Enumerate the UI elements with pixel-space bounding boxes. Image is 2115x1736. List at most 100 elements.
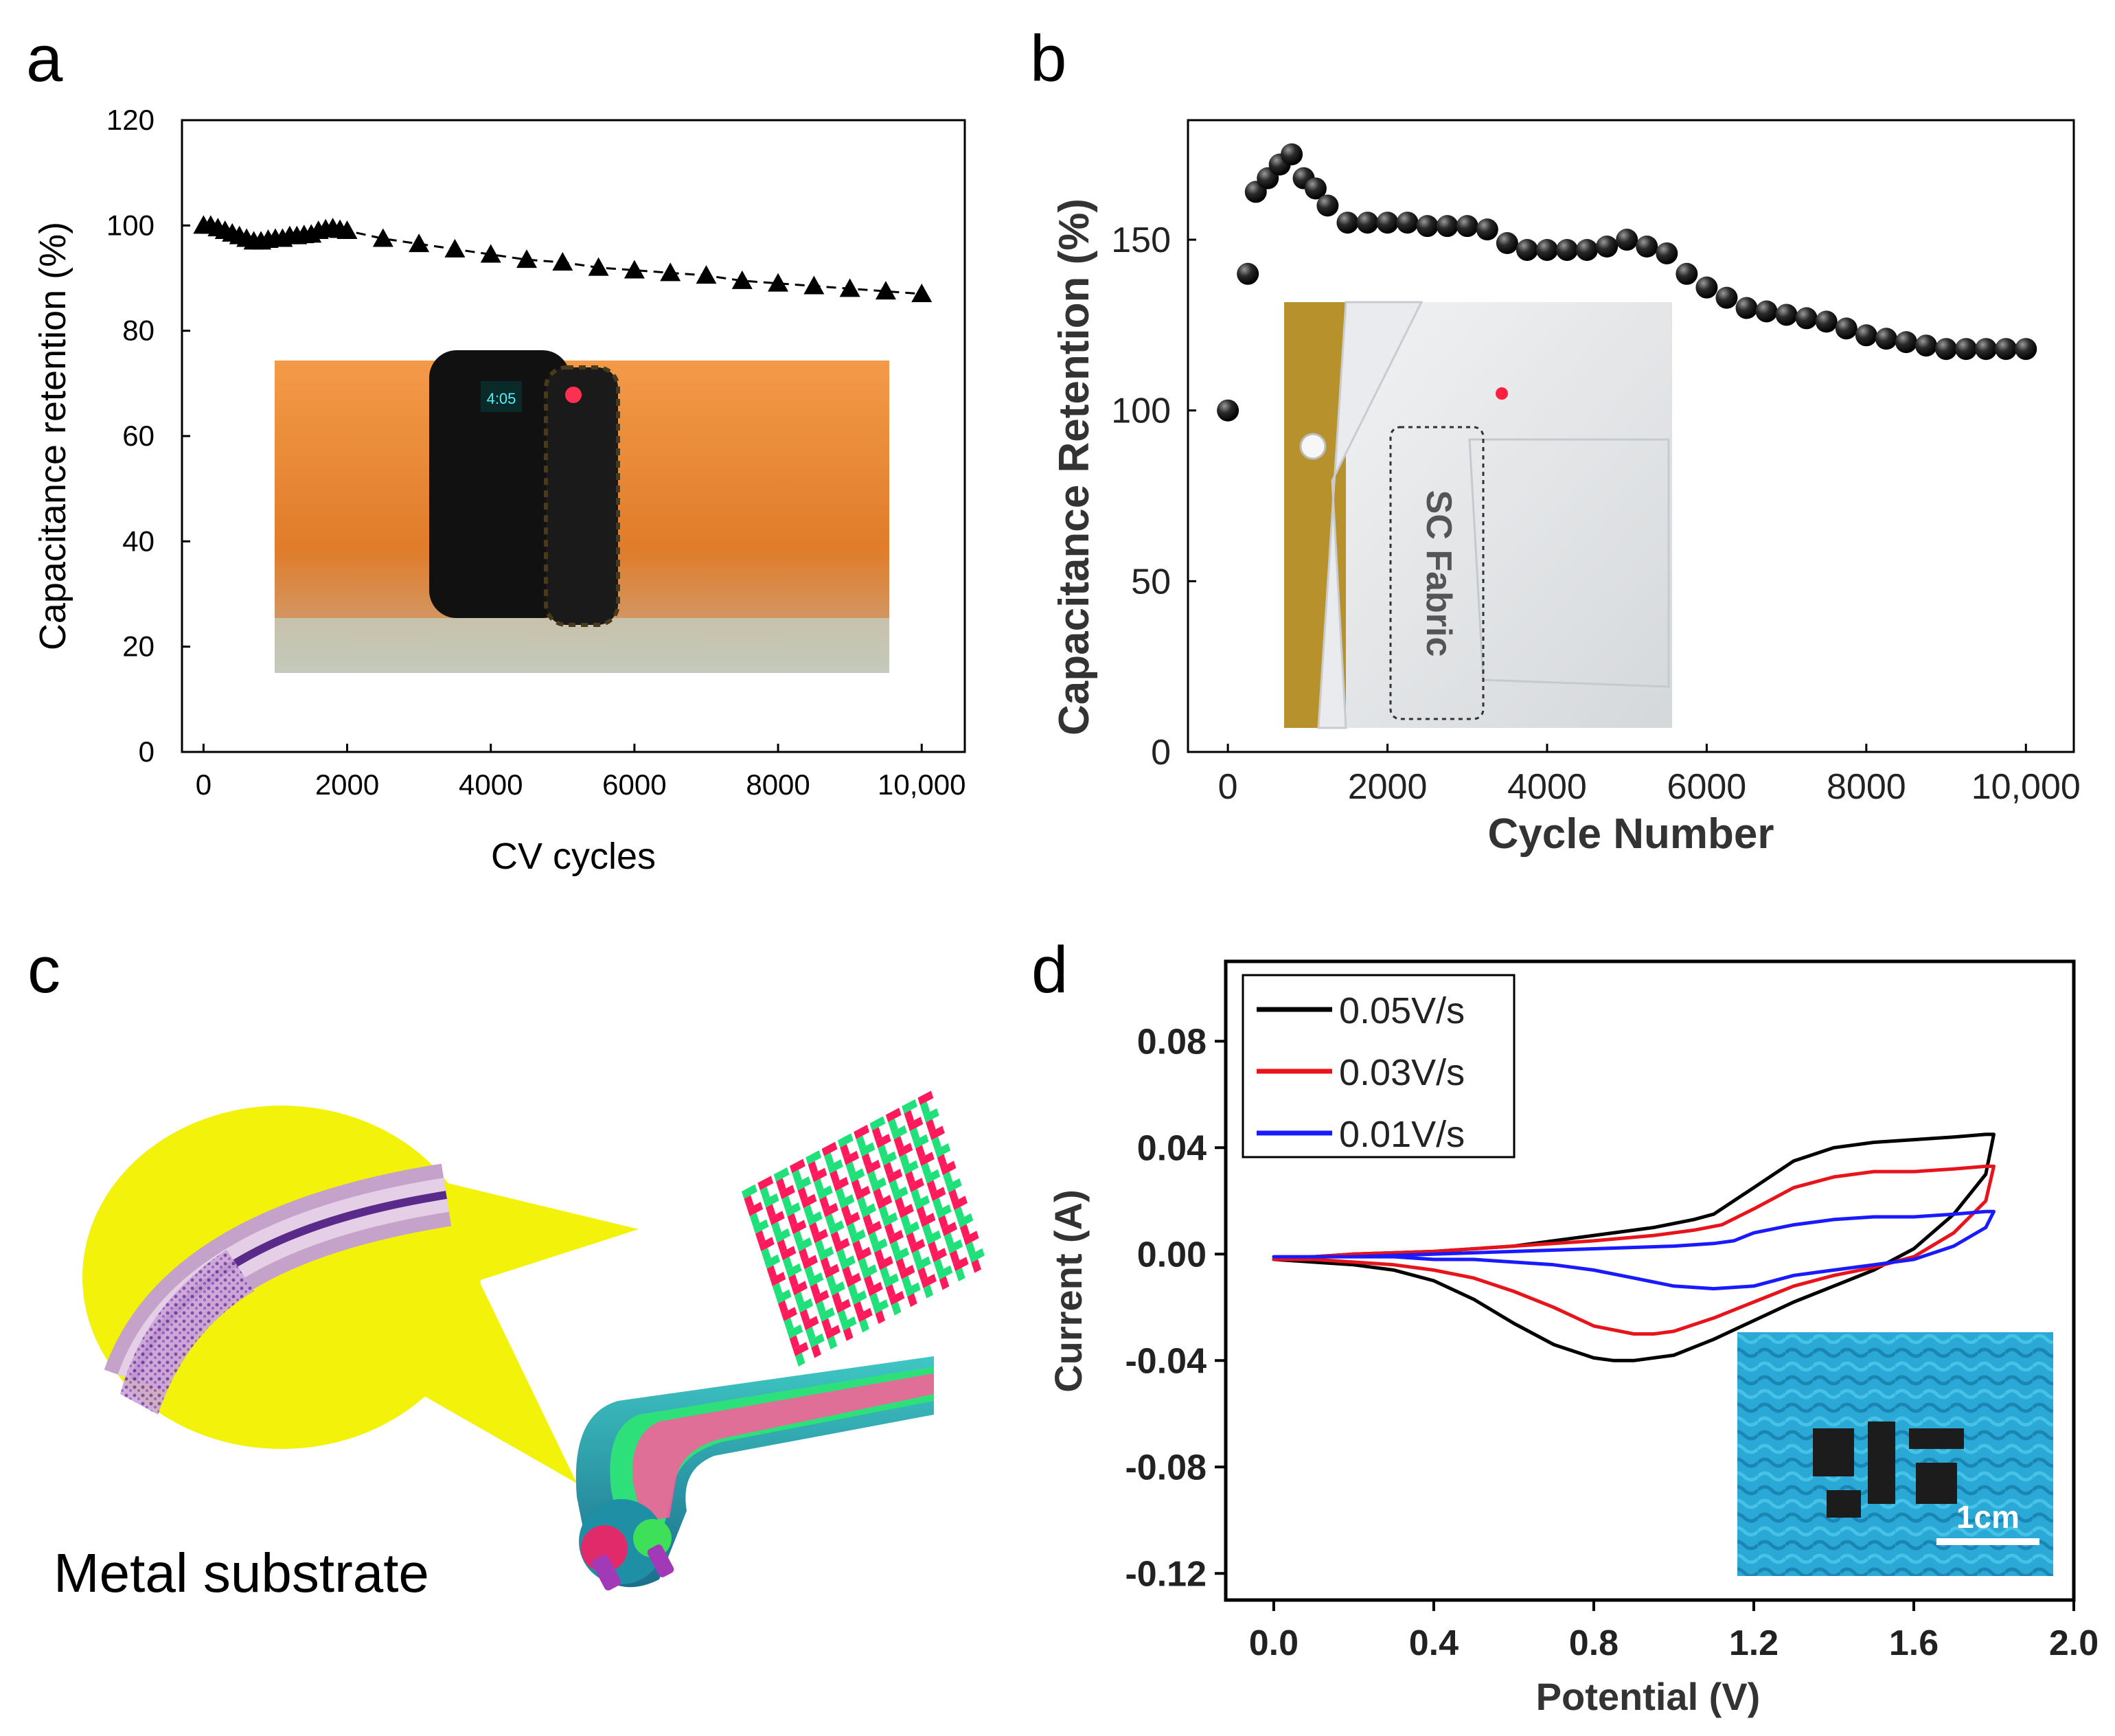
weave-cell	[882, 1212, 898, 1227]
weave-cell	[889, 1290, 905, 1305]
smart-band	[429, 350, 570, 618]
weave-cell	[775, 1228, 791, 1243]
weave-cell	[878, 1205, 889, 1220]
d-xtick-label: 1.6	[1889, 1623, 1939, 1663]
weave-cell	[918, 1152, 935, 1167]
d-cv-curve-1	[1272, 1164, 1996, 1336]
b-sphere-marker	[1815, 310, 1838, 333]
d-xtick-label: 0.4	[1409, 1623, 1459, 1663]
weave-cell	[860, 1203, 876, 1218]
weave-cell	[795, 1352, 805, 1367]
weave-cell	[856, 1246, 872, 1261]
weave-cell	[904, 1110, 915, 1124]
d-cv-curve-0	[1272, 1132, 1996, 1362]
weave-cell	[947, 1239, 963, 1254]
b-sphere-marker	[1915, 334, 1937, 357]
b-sphere-marker	[1416, 215, 1439, 238]
weave-cell	[873, 1299, 889, 1314]
b-sphere-marker	[1356, 212, 1379, 234]
a-triangle-marker	[696, 265, 717, 284]
weave-cell	[838, 1194, 855, 1209]
weave-cell	[893, 1247, 910, 1262]
weave-cell	[922, 1223, 933, 1237]
coat-button	[1299, 433, 1327, 460]
panel-d-cv-curves	[1272, 1132, 1996, 1362]
weave-cell	[837, 1133, 854, 1148]
weave-cell	[828, 1220, 845, 1235]
weave-cell	[865, 1159, 881, 1174]
weave-cell	[880, 1266, 890, 1281]
weave-cell	[835, 1299, 851, 1314]
fabric-electrode-pattern	[1813, 1421, 1964, 1518]
weave-cell	[881, 1151, 897, 1166]
weave-cell	[753, 1219, 769, 1234]
weave-cell	[914, 1195, 930, 1210]
b-sphere-marker	[1935, 338, 1958, 361]
legend-label-0: 0.05V/s	[1339, 990, 1465, 1031]
weave-cell	[862, 1214, 873, 1229]
b-sphere-marker	[1516, 238, 1538, 261]
weave-cell	[826, 1275, 836, 1289]
weave-cell	[821, 1141, 838, 1156]
panel-d-legend: 0.05V/s 0.03V/s 0.01V/s	[1242, 974, 1516, 1158]
weave-cell	[806, 1211, 823, 1226]
a-triangle-marker	[911, 284, 933, 302]
weave-cell	[792, 1169, 802, 1184]
b-xtick-label: 10,000	[1971, 767, 2081, 807]
weave-cell	[795, 1176, 812, 1191]
weave-cell	[761, 1247, 771, 1261]
weave-cell	[863, 1275, 874, 1289]
weave-cell	[768, 1211, 785, 1226]
coaxial-fiber-cross-section	[575, 1356, 934, 1591]
weave-cell	[859, 1142, 876, 1157]
weave-cell	[869, 1116, 886, 1131]
b-ytick-label: 50	[1131, 562, 1171, 602]
weave-cell	[811, 1167, 827, 1183]
weave-cell	[938, 1215, 948, 1229]
weave-cell	[775, 1289, 792, 1304]
b-sphere-marker	[1396, 212, 1419, 234]
d-xtick-label: 0.0	[1249, 1623, 1299, 1663]
weave-cell	[867, 1170, 878, 1185]
weave-cell	[898, 1203, 914, 1218]
a-ytick-label: 80	[122, 315, 155, 347]
b-ytick-label: 0	[1151, 733, 1171, 773]
weave-cell	[963, 1231, 979, 1246]
weave-cell	[856, 1135, 867, 1150]
weave-cell	[805, 1150, 822, 1165]
panel-b-xlabel: Cycle Number	[1488, 810, 1774, 858]
a-triangle-marker	[480, 244, 501, 263]
a-ytick-label: 120	[106, 104, 155, 136]
weave-cell	[796, 1237, 812, 1252]
weave-cell	[816, 1301, 826, 1315]
weave-cell	[763, 1193, 779, 1208]
b-sphere-marker	[1735, 297, 1758, 319]
a-xtick-label: 10,000	[878, 768, 965, 801]
weave-cell	[913, 1134, 929, 1149]
weave-cell	[933, 1258, 944, 1272]
a-xtick-label: 2000	[315, 768, 379, 801]
weave-cell	[908, 1178, 924, 1193]
b-sphere-marker	[1376, 212, 1399, 234]
weave-cell	[876, 1194, 893, 1209]
b-sphere-marker	[2015, 338, 2037, 361]
b-sphere-marker	[1715, 286, 1738, 309]
weave-cell	[843, 1327, 854, 1341]
fiber-core-pin-2	[647, 1544, 674, 1577]
a-xtick-label: 0	[196, 768, 212, 801]
b-sphere-marker	[1795, 307, 1818, 330]
weave-cell	[895, 1258, 906, 1272]
panel-c-caption: Metal substrate	[54, 1542, 429, 1603]
legend-label-2: 0.01V/s	[1339, 1114, 1465, 1155]
d-ytick-label: -0.04	[1125, 1341, 1207, 1381]
weave-cell	[909, 1238, 926, 1253]
weave-cell	[900, 1214, 911, 1229]
weave-cell	[841, 1204, 851, 1220]
weave-cell	[788, 1274, 799, 1288]
weave-cell	[971, 1259, 981, 1273]
weave-cell	[827, 1159, 843, 1174]
weave-cell	[968, 1248, 985, 1263]
weave-cell	[907, 1293, 917, 1307]
weave-cell	[787, 1324, 803, 1339]
weave-cell	[885, 1284, 896, 1299]
